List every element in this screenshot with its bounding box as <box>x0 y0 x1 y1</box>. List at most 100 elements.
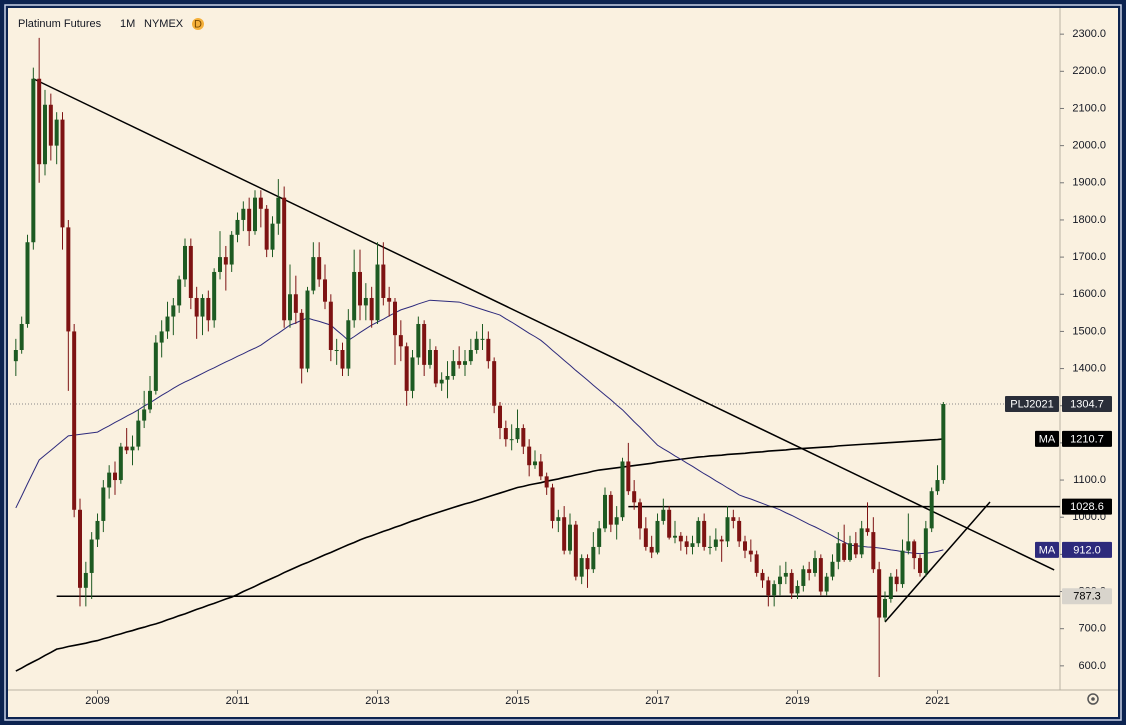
candle-body <box>218 257 222 272</box>
candle-body <box>264 208 269 250</box>
candle-body <box>66 227 71 332</box>
candle-body <box>293 294 298 313</box>
candle-body <box>498 405 502 429</box>
candle-body <box>334 350 339 351</box>
candle-body <box>428 350 432 365</box>
candle-body <box>323 279 327 302</box>
ma-name: MA <box>1039 433 1056 445</box>
candle-body <box>136 420 141 447</box>
candle-body <box>101 487 106 521</box>
x-tick-label: 2017 <box>645 695 669 707</box>
candle-body <box>702 520 707 547</box>
candle-body <box>165 316 170 332</box>
candle-body <box>655 520 660 553</box>
ma-name: MA <box>1039 544 1056 556</box>
candle-body <box>253 197 257 232</box>
candle-body <box>568 524 572 551</box>
ma-value: 912.0 <box>1073 544 1101 556</box>
candle-body <box>130 446 135 451</box>
candle-body <box>398 335 403 347</box>
candle-body <box>725 517 730 542</box>
candle-body <box>731 517 736 521</box>
symbol-label: PLJ2021 <box>1010 398 1053 410</box>
candle-body <box>89 539 94 573</box>
candle-body <box>235 219 240 235</box>
candle-body <box>865 528 870 533</box>
gear-center[interactable] <box>1091 697 1095 701</box>
candle-body <box>737 520 742 542</box>
candle-body <box>463 361 467 365</box>
candle-body <box>562 517 567 551</box>
candle-body <box>789 572 794 594</box>
candle-body <box>258 197 263 209</box>
candle-body <box>760 572 765 581</box>
moving-average-line <box>15 438 944 672</box>
candle-body <box>632 491 637 503</box>
candle-body <box>550 487 555 521</box>
y-tick-label: 1700.0 <box>1072 251 1106 263</box>
candle-body <box>299 312 304 369</box>
candle-body <box>276 197 281 224</box>
plot-area <box>10 37 1060 677</box>
candle-body <box>352 271 357 321</box>
candle-body <box>270 223 275 250</box>
candle-body <box>439 379 444 384</box>
chart-title: Platinum Futures <box>18 18 102 30</box>
candle-body <box>503 428 508 440</box>
y-tick-label: 1500.0 <box>1072 325 1106 337</box>
x-tick-label: 2013 <box>365 695 389 707</box>
gear[interactable] <box>1087 693 1099 705</box>
y-tick-label: 1100.0 <box>1073 474 1106 486</box>
candle-body <box>457 361 462 365</box>
candle-body <box>515 428 520 440</box>
candle-body <box>923 528 928 573</box>
ma-value-box <box>1062 541 1112 558</box>
y-tick-label: 1400.0 <box>1072 362 1106 374</box>
candle-body <box>544 476 549 488</box>
candle-body <box>643 528 648 547</box>
settings-icon[interactable] <box>1087 693 1099 705</box>
candle-body <box>369 297 374 321</box>
candle-body <box>340 350 345 369</box>
candle-body <box>614 517 619 525</box>
last-price-label-box <box>1062 395 1112 412</box>
candle-body <box>451 361 456 377</box>
candle-body <box>223 257 228 265</box>
candle-body <box>188 245 193 298</box>
candle-body <box>556 517 561 521</box>
candle-body <box>241 208 246 220</box>
candle-body <box>842 543 847 560</box>
candle-body <box>358 271 362 306</box>
candle-body <box>900 550 905 585</box>
candle-body <box>772 584 777 596</box>
candle-body <box>713 539 718 547</box>
candle-body <box>107 472 112 488</box>
candle-body <box>585 558 590 570</box>
candle-body <box>603 494 607 529</box>
level-label-box <box>1062 588 1112 605</box>
candle-body <box>888 576 893 599</box>
y-tick-label: 600.0 <box>1078 660 1106 672</box>
candle-body <box>918 558 922 573</box>
x-tick-label: 2015 <box>505 695 529 707</box>
candle-body <box>871 532 876 570</box>
candle-body <box>941 403 946 481</box>
candle-body <box>533 461 537 466</box>
ma-value: 1210.7 <box>1070 433 1104 445</box>
candle-body <box>492 361 497 406</box>
candle-body <box>608 494 613 525</box>
candle-body <box>667 509 672 538</box>
candle-body <box>60 119 65 228</box>
y-tick-label: 2100.0 <box>1072 102 1106 114</box>
trendline <box>33 78 1055 571</box>
candle-body <box>579 558 584 577</box>
candle-body <box>305 290 310 369</box>
candle-body <box>883 598 887 618</box>
y-tick-label: 1900.0 <box>1072 177 1106 189</box>
candle-body <box>591 546 596 570</box>
candle-body <box>31 78 36 243</box>
candle-body <box>124 446 129 451</box>
candle-body <box>708 546 712 548</box>
